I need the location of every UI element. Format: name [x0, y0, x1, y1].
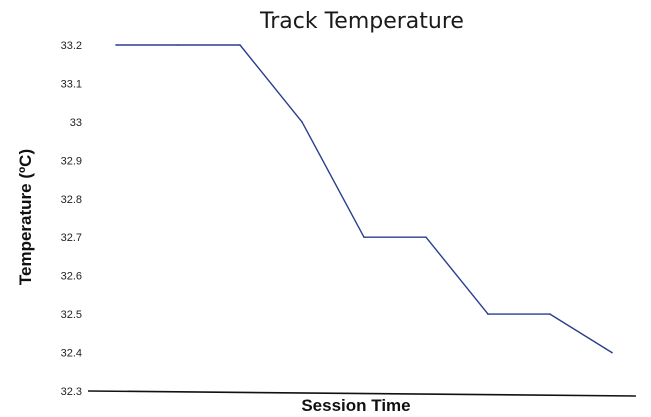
y-tick-label: 32.5	[61, 309, 82, 321]
y-tick-label: 32.7	[61, 232, 82, 244]
series-line	[116, 44, 613, 354]
data-point	[239, 44, 241, 46]
y-axis-label: Temperature (ºC)	[16, 149, 35, 285]
data-point	[549, 313, 551, 315]
y-tick-label: 32.4	[61, 348, 82, 360]
data-point	[115, 44, 117, 46]
x-axis-line	[87, 390, 637, 397]
x-axis-label: Session Time	[301, 396, 410, 415]
series-layer	[115, 44, 613, 354]
y-tick-label: 33.2	[61, 40, 82, 52]
data-point	[611, 351, 613, 354]
y-tick-label: 32.6	[61, 271, 82, 283]
y-tick-label: 32.3	[61, 386, 82, 398]
y-tick-label: 32.8	[61, 194, 82, 206]
chart-title: Track Temperature	[259, 9, 464, 34]
data-point	[487, 313, 489, 315]
data-point	[425, 236, 427, 238]
y-tick-label: 32.9	[61, 155, 82, 167]
data-point	[301, 121, 303, 123]
data-point	[363, 236, 365, 238]
y-tick-label: 33	[70, 117, 82, 129]
y-axis-ticks: 33.2 33.1 33 32.9 32.8 32.7 32.6 32.5 32.4 32.3	[61, 40, 82, 398]
y-tick-label: 33.1	[61, 78, 82, 90]
data-point	[177, 44, 179, 46]
